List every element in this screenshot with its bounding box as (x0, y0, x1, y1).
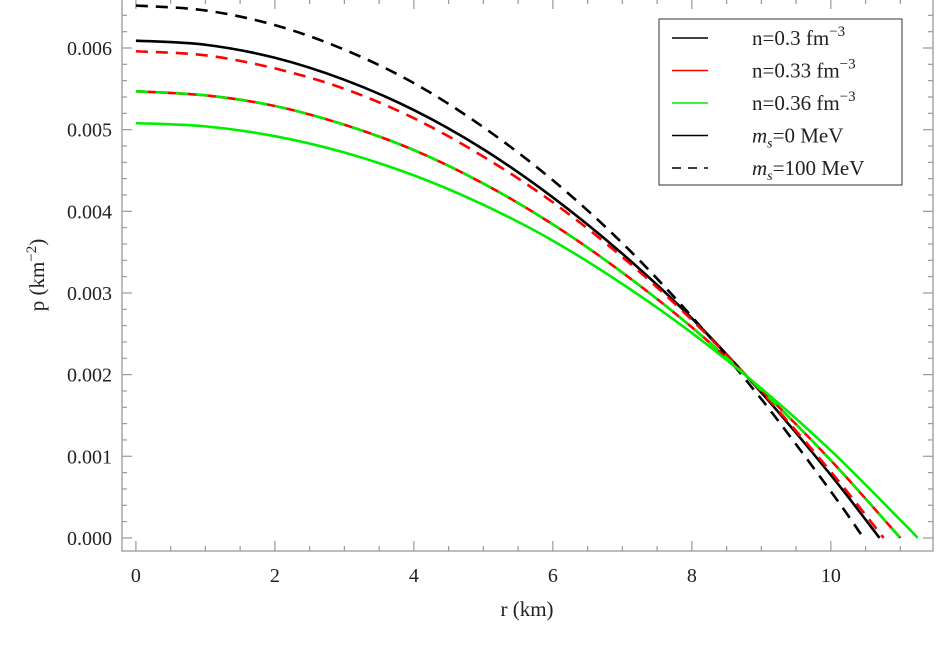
legend-box (658, 18, 903, 186)
legend-entry: n=0.33 fm−3 (752, 57, 856, 83)
legend-entry: n=0.36 fm−3 (752, 89, 856, 115)
y-tick-label: 0.005 (67, 120, 112, 142)
x-tick-label: 10 (821, 565, 841, 587)
curve-n-0-33-ms-100-mev (135, 49, 885, 539)
x-axis-label: r (km) (500, 597, 553, 621)
curve-n-0-3-ms-100-mev (135, 4, 865, 539)
y-tick-labels: 0.000 0.001 0.002 0.003 0.004 0.005 0.006 (67, 38, 112, 550)
y-tick-label: 0.004 (67, 201, 112, 223)
legend-entry: n=0.3 fm−3 (752, 24, 845, 50)
x-tick-label: 0 (131, 565, 141, 587)
x-tick-label: 6 (548, 565, 558, 587)
legend: n=0.3 fm−3 n=0.33 fm−3 n=0.36 fm−3 ms=0 MeV… (658, 18, 903, 186)
x-tick-labels: 0 2 4 6 8 10 (131, 565, 841, 587)
x-tick-label: 4 (409, 565, 419, 587)
plot-frame (121, 0, 934, 552)
curve-n-0-36-ms-0-mev (135, 121, 919, 539)
y-tick-label: 0.006 (67, 38, 112, 60)
legend-entry: ms=100 MeV (752, 156, 864, 184)
axis-ticks (122, 0, 933, 551)
x-tick-label: 8 (687, 565, 697, 587)
y-tick-label: 0.002 (67, 365, 112, 387)
y-tick-label: 0.003 (67, 283, 112, 305)
y-tick-label: 0.000 (67, 528, 112, 550)
curve-n-0-36-ms-100-mev (135, 89, 902, 539)
x-tick-label: 2 (270, 565, 280, 587)
y-axis-label: p (km−2) (24, 239, 49, 312)
legend-entry: ms=0 MeV (752, 124, 843, 152)
curves (135, 4, 919, 539)
y-tick-label: 0.001 (67, 446, 112, 468)
